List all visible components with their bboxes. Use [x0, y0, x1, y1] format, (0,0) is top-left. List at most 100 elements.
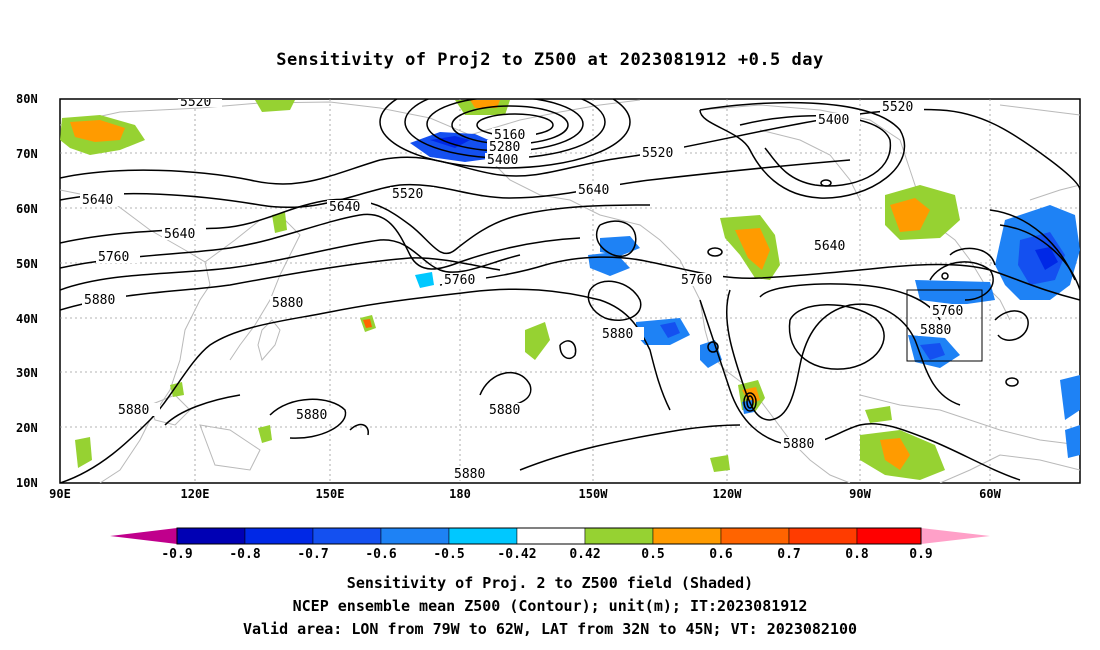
colorbar-label: 0.8 [845, 547, 869, 562]
lon-label: 60W [979, 487, 1001, 501]
contour-label: 5640 [327, 200, 371, 215]
svg-text:5640: 5640 [814, 239, 845, 254]
svg-text:5160: 5160 [494, 128, 525, 143]
svg-text:5520: 5520 [392, 187, 423, 202]
footer-line-3: Valid area: LON from 79W to 62W, LAT fro… [242, 620, 858, 638]
svg-text:5760: 5760 [932, 304, 963, 319]
contour-label: 5880 [116, 403, 160, 418]
contour-label: 5760 [442, 273, 486, 288]
svg-text:5400: 5400 [818, 113, 849, 128]
colorbar-label: 0.7 [777, 547, 800, 562]
contour-label: 5640 [576, 183, 620, 198]
colorbar-label: 0.42 [569, 547, 600, 562]
gridlines [60, 99, 1080, 483]
svg-text:5520: 5520 [642, 146, 673, 161]
contour-label: 5880 [270, 296, 314, 311]
colorbar-label: 0.6 [709, 547, 733, 562]
lat-label: 70N [16, 147, 38, 161]
svg-text:5880: 5880 [118, 403, 149, 418]
colorbar-segment [720, 527, 790, 545]
svg-text:5880: 5880 [272, 296, 303, 311]
contour-label: 5520 [640, 146, 684, 161]
contour-label: 5880 [487, 403, 531, 418]
lat-label: 10N [16, 476, 38, 490]
colorbar-segment [584, 527, 654, 545]
colorbar-label: 0.5 [641, 547, 664, 562]
lon-label: 90W [849, 487, 871, 501]
svg-text:5760: 5760 [444, 273, 475, 288]
contour-label: 5640 [812, 239, 856, 254]
lon-label: 120W [713, 487, 743, 501]
colorbar-arrow-left [110, 528, 177, 544]
svg-text:5880: 5880 [920, 323, 951, 338]
lon-label: 180 [449, 487, 471, 501]
contour-label: 5520 [178, 95, 222, 110]
colorbar-label: -0.6 [365, 547, 396, 562]
colorbar-segment [176, 527, 246, 545]
contour-label: 5760 [679, 273, 723, 288]
svg-text:5760: 5760 [98, 250, 129, 265]
svg-text:5760: 5760 [681, 273, 712, 288]
svg-text:5880: 5880 [783, 437, 814, 452]
lat-label: 50N [16, 257, 38, 271]
svg-text:5880: 5880 [602, 327, 633, 342]
lon-label: 150E [316, 487, 345, 501]
contour-labels: 5520 5160 5280 5400 5520 5400 5640 5520 … [80, 95, 974, 482]
contour-label: 5160 [492, 128, 536, 143]
contour-label: 5760 [96, 250, 140, 265]
contour-label: 5280 [487, 140, 531, 155]
lat-label: 40N [16, 312, 38, 326]
contour-label: 5880 [600, 327, 644, 342]
contour-label: 5880 [82, 293, 126, 308]
contour-label: 5880 [781, 437, 825, 452]
footer-line-2: NCEP ensemble mean Z500 (Contour); unit(… [292, 597, 808, 615]
contour-label: 5640 [80, 193, 124, 208]
colorbar-segment [380, 527, 450, 545]
lat-label: 80N [16, 92, 38, 106]
colorbar-arrow-right [921, 528, 990, 544]
contour-label: 5760 [930, 304, 974, 319]
footer-line-1: Sensitivity of Proj. 2 to Z500 field (Sh… [346, 574, 754, 592]
svg-text:5520: 5520 [180, 95, 211, 110]
svg-text:5880: 5880 [296, 408, 327, 423]
svg-text:5640: 5640 [82, 193, 113, 208]
colorbar-segment [448, 527, 518, 545]
colorbar-label: -0.42 [497, 547, 536, 562]
valid-area-box [906, 289, 983, 362]
colorbar-label: 0.9 [909, 547, 932, 562]
contour-label: 5400 [485, 153, 529, 168]
lat-label: 20N [16, 421, 38, 435]
svg-text:5880: 5880 [454, 467, 485, 482]
longitude-labels: 90E 120E 150E 180 150W 120W 90W 60W [49, 487, 1001, 501]
lon-label: 120E [181, 487, 210, 501]
svg-text:5640: 5640 [164, 227, 195, 242]
colorbar-label: -0.9 [161, 547, 192, 562]
colorbar-segment [652, 527, 722, 545]
lat-label: 60N [16, 202, 38, 216]
colorbar-segment [856, 527, 922, 545]
svg-text:5280: 5280 [489, 140, 520, 155]
page-title: Sensitivity of Proj2 to Z500 at 20230819… [276, 50, 824, 70]
svg-text:5880: 5880 [84, 293, 115, 308]
map-frame [59, 98, 1081, 484]
svg-text:5520: 5520 [882, 100, 913, 115]
lon-label: 90E [49, 487, 71, 501]
contour-label: 5880 [918, 323, 962, 338]
contour-label: 5520 [390, 187, 434, 202]
colorbar: -0.9 -0.8 -0.7 -0.6 -0.5 -0.42 0.42 0.5 … [110, 527, 990, 562]
lon-label: 150W [579, 487, 609, 501]
svg-text:5400: 5400 [487, 153, 518, 168]
contour-label: 5520 [880, 100, 924, 115]
colorbar-segment [788, 527, 858, 545]
latitude-labels: 80N 70N 60N 50N 40N 30N 20N 10N [16, 92, 38, 490]
colorbar-label: -0.8 [229, 547, 260, 562]
contour-label: 5640 [162, 227, 206, 242]
contour-label: 5880 [452, 467, 496, 482]
colorbar-segment [244, 527, 314, 545]
contour-label: 5400 [816, 113, 860, 128]
colorbar-segment [312, 527, 382, 545]
colorbar-label: -0.5 [433, 547, 464, 562]
svg-text:5640: 5640 [329, 200, 360, 215]
svg-text:5880: 5880 [489, 403, 520, 418]
